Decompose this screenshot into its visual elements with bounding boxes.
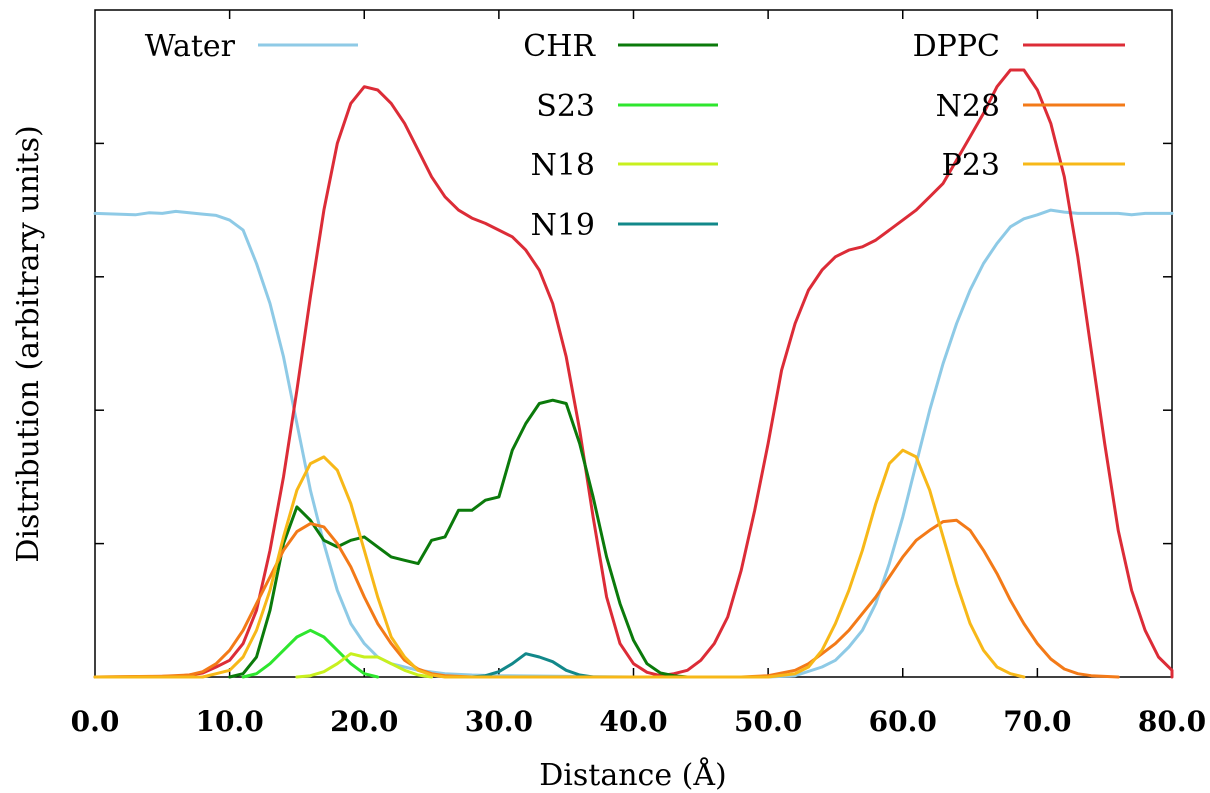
legend-label-water: Water [145, 29, 236, 64]
legend-label-p23: P23 [942, 148, 1000, 183]
y-axis-title: Distribution (arbitrary units) [11, 125, 46, 562]
x-tick-label-1: 10.0 [196, 705, 264, 738]
series-line-p23 [93, 448, 1026, 679]
legend-label-n19: N19 [531, 208, 595, 243]
legend: Water CHR S23 N18 N19 DPPC N28 P23 [145, 29, 1125, 243]
x-tick-label-3: 30.0 [465, 705, 533, 738]
x-axis-title: Distance (Å) [539, 757, 726, 793]
x-tick-label-6: 60.0 [869, 705, 937, 738]
plot-frame [94, 9, 1173, 678]
legend-label-dppc: DPPC [913, 29, 1000, 64]
series-line-s23 [241, 628, 380, 679]
series-line-dppc [93, 68, 1174, 679]
y-axis-ticks [95, 142, 1172, 545]
legend-label-chr: CHR [523, 29, 596, 64]
series-lines [93, 68, 1174, 679]
series-line-n19 [470, 652, 595, 679]
x-tick-label-4: 40.0 [599, 705, 667, 738]
legend-label-s23: S23 [536, 89, 595, 124]
legend-label-n18: N18 [531, 148, 595, 183]
x-tick-label-8: 80.0 [1138, 705, 1206, 738]
series-line-n18 [295, 652, 434, 679]
legend-label-n28: N28 [936, 89, 1000, 124]
x-tick-label-2: 20.0 [330, 705, 398, 738]
series-line-chr [228, 398, 689, 679]
x-tick-label-5: 50.0 [734, 705, 802, 738]
x-tick-label-7: 70.0 [1003, 705, 1071, 738]
x-axis-ticks: 0.0 10.0 20.0 30.0 40.0 50.0 60.0 70.0 80.0 [71, 10, 1206, 738]
x-tick-label-0: 0.0 [71, 705, 120, 738]
